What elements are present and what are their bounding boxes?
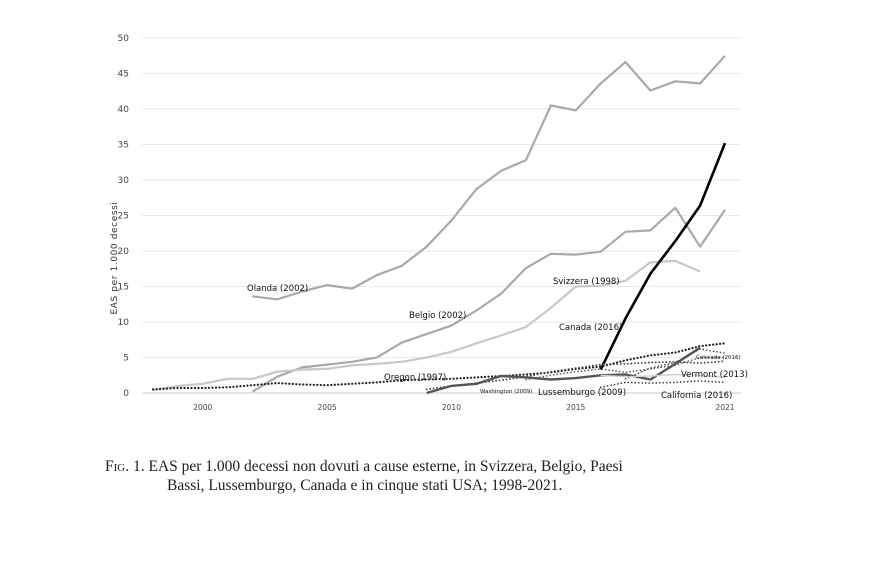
- y-tick-label: 30: [118, 176, 130, 186]
- series-line-canada: [599, 142, 727, 371]
- y-tick-label: 50: [118, 34, 130, 44]
- x-tick-label: 2021: [715, 403, 734, 412]
- series-label: Belgio (2002): [409, 311, 466, 321]
- gridlines: [142, 37, 741, 394]
- series-line-washington: [425, 360, 726, 391]
- caption-line-2: Bassi, Lussemburgo, Canada e in cinque s…: [167, 477, 563, 494]
- series-label: Svizzera (1998): [553, 277, 620, 287]
- series-label: Vermont (2013): [681, 370, 748, 380]
- y-tick-label: 0: [123, 389, 129, 399]
- series-line-vermont: [525, 356, 726, 381]
- series-labels: Olanda (2002) Belgio (2002) Svizzera (1998…: [247, 277, 748, 401]
- y-tick-label: 20: [118, 247, 130, 257]
- series-line-unlabeled-10: [600, 373, 726, 379]
- caption-prefix: Fig. 1.: [105, 458, 145, 475]
- y-tick-label: 40: [118, 105, 130, 115]
- x-tick-label: 2005: [318, 403, 337, 412]
- series-line-colorado: [624, 348, 726, 380]
- y-tick-label: 15: [118, 283, 129, 293]
- y-tick-label: 10: [118, 318, 130, 328]
- figure-caption: Fig. 1. EAS per 1.000 decessi non dovuti…: [105, 457, 750, 495]
- series-lines: [151, 55, 727, 395]
- y-tick-label: 45: [118, 70, 129, 80]
- series-label: Washington (2009): [480, 389, 532, 395]
- series-label: Canada (2016): [559, 323, 622, 333]
- series-line-belgio: [251, 206, 726, 393]
- series-line-lussemburgo: [426, 346, 701, 395]
- series-line-svizzera: [152, 259, 701, 392]
- series-line-olanda: [252, 55, 726, 301]
- series-line-oregon: [151, 342, 727, 391]
- caption-line-1: EAS per 1.000 decessi non dovuti a cause…: [148, 458, 623, 475]
- x-tick-label: 2000: [193, 403, 212, 412]
- series-label: California (2016): [661, 391, 732, 401]
- line-chart: 0 5 10 15 20 25 30 35 40 45 50 2000 2005 2010 2015 202…: [110, 34, 748, 412]
- x-tick-label: 2010: [442, 403, 461, 412]
- series-label: Oregon (1997): [384, 373, 446, 383]
- y-tick-label: 35: [118, 141, 129, 151]
- series-label: Olanda (2002): [247, 284, 308, 294]
- series-label: Lussemburgo (2009): [538, 388, 626, 398]
- x-tick-labels: 2000 2005 2010 2015 2021: [193, 403, 735, 412]
- y-tick-labels: 0 5 10 15 20 25 30 35 40 45 50: [118, 34, 130, 399]
- y-tick-label: 5: [123, 354, 129, 364]
- series-line-california: [599, 380, 726, 389]
- series-label: Colorado (2016): [696, 355, 741, 361]
- y-tick-label: 25: [118, 212, 129, 222]
- y-axis-label: EAS per 1.000 decessi: [110, 201, 120, 314]
- x-tick-label: 2015: [566, 403, 585, 412]
